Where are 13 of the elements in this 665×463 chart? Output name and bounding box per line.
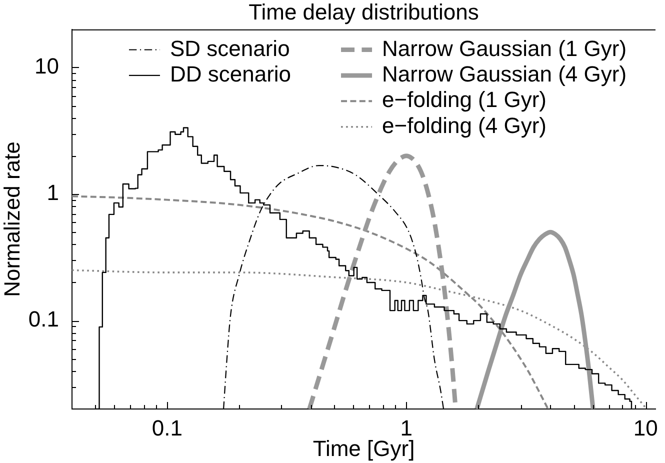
x-tick-label: 0.1 <box>152 415 182 440</box>
legend-label: e−folding (1 Gyr) <box>382 87 546 112</box>
legend-label: Narrow Gaussian (1 Gyr) <box>382 36 627 61</box>
y-tick-label: 0.1 <box>28 306 59 332</box>
legend-label: DD scenario <box>170 62 292 87</box>
legend-label: Narrow Gaussian (4 Gyr) <box>382 62 627 87</box>
x-tick-label: 10 <box>633 415 658 440</box>
y-axis-title: Normalized rate <box>0 142 24 297</box>
legend-label: e−folding (4 Gyr) <box>382 112 546 138</box>
y-tick-label: 10 <box>34 54 59 79</box>
y-tick-label: 1 <box>46 180 59 206</box>
chart-title: Time delay distributions <box>248 0 479 24</box>
legend-label: SD scenario <box>170 36 290 61</box>
